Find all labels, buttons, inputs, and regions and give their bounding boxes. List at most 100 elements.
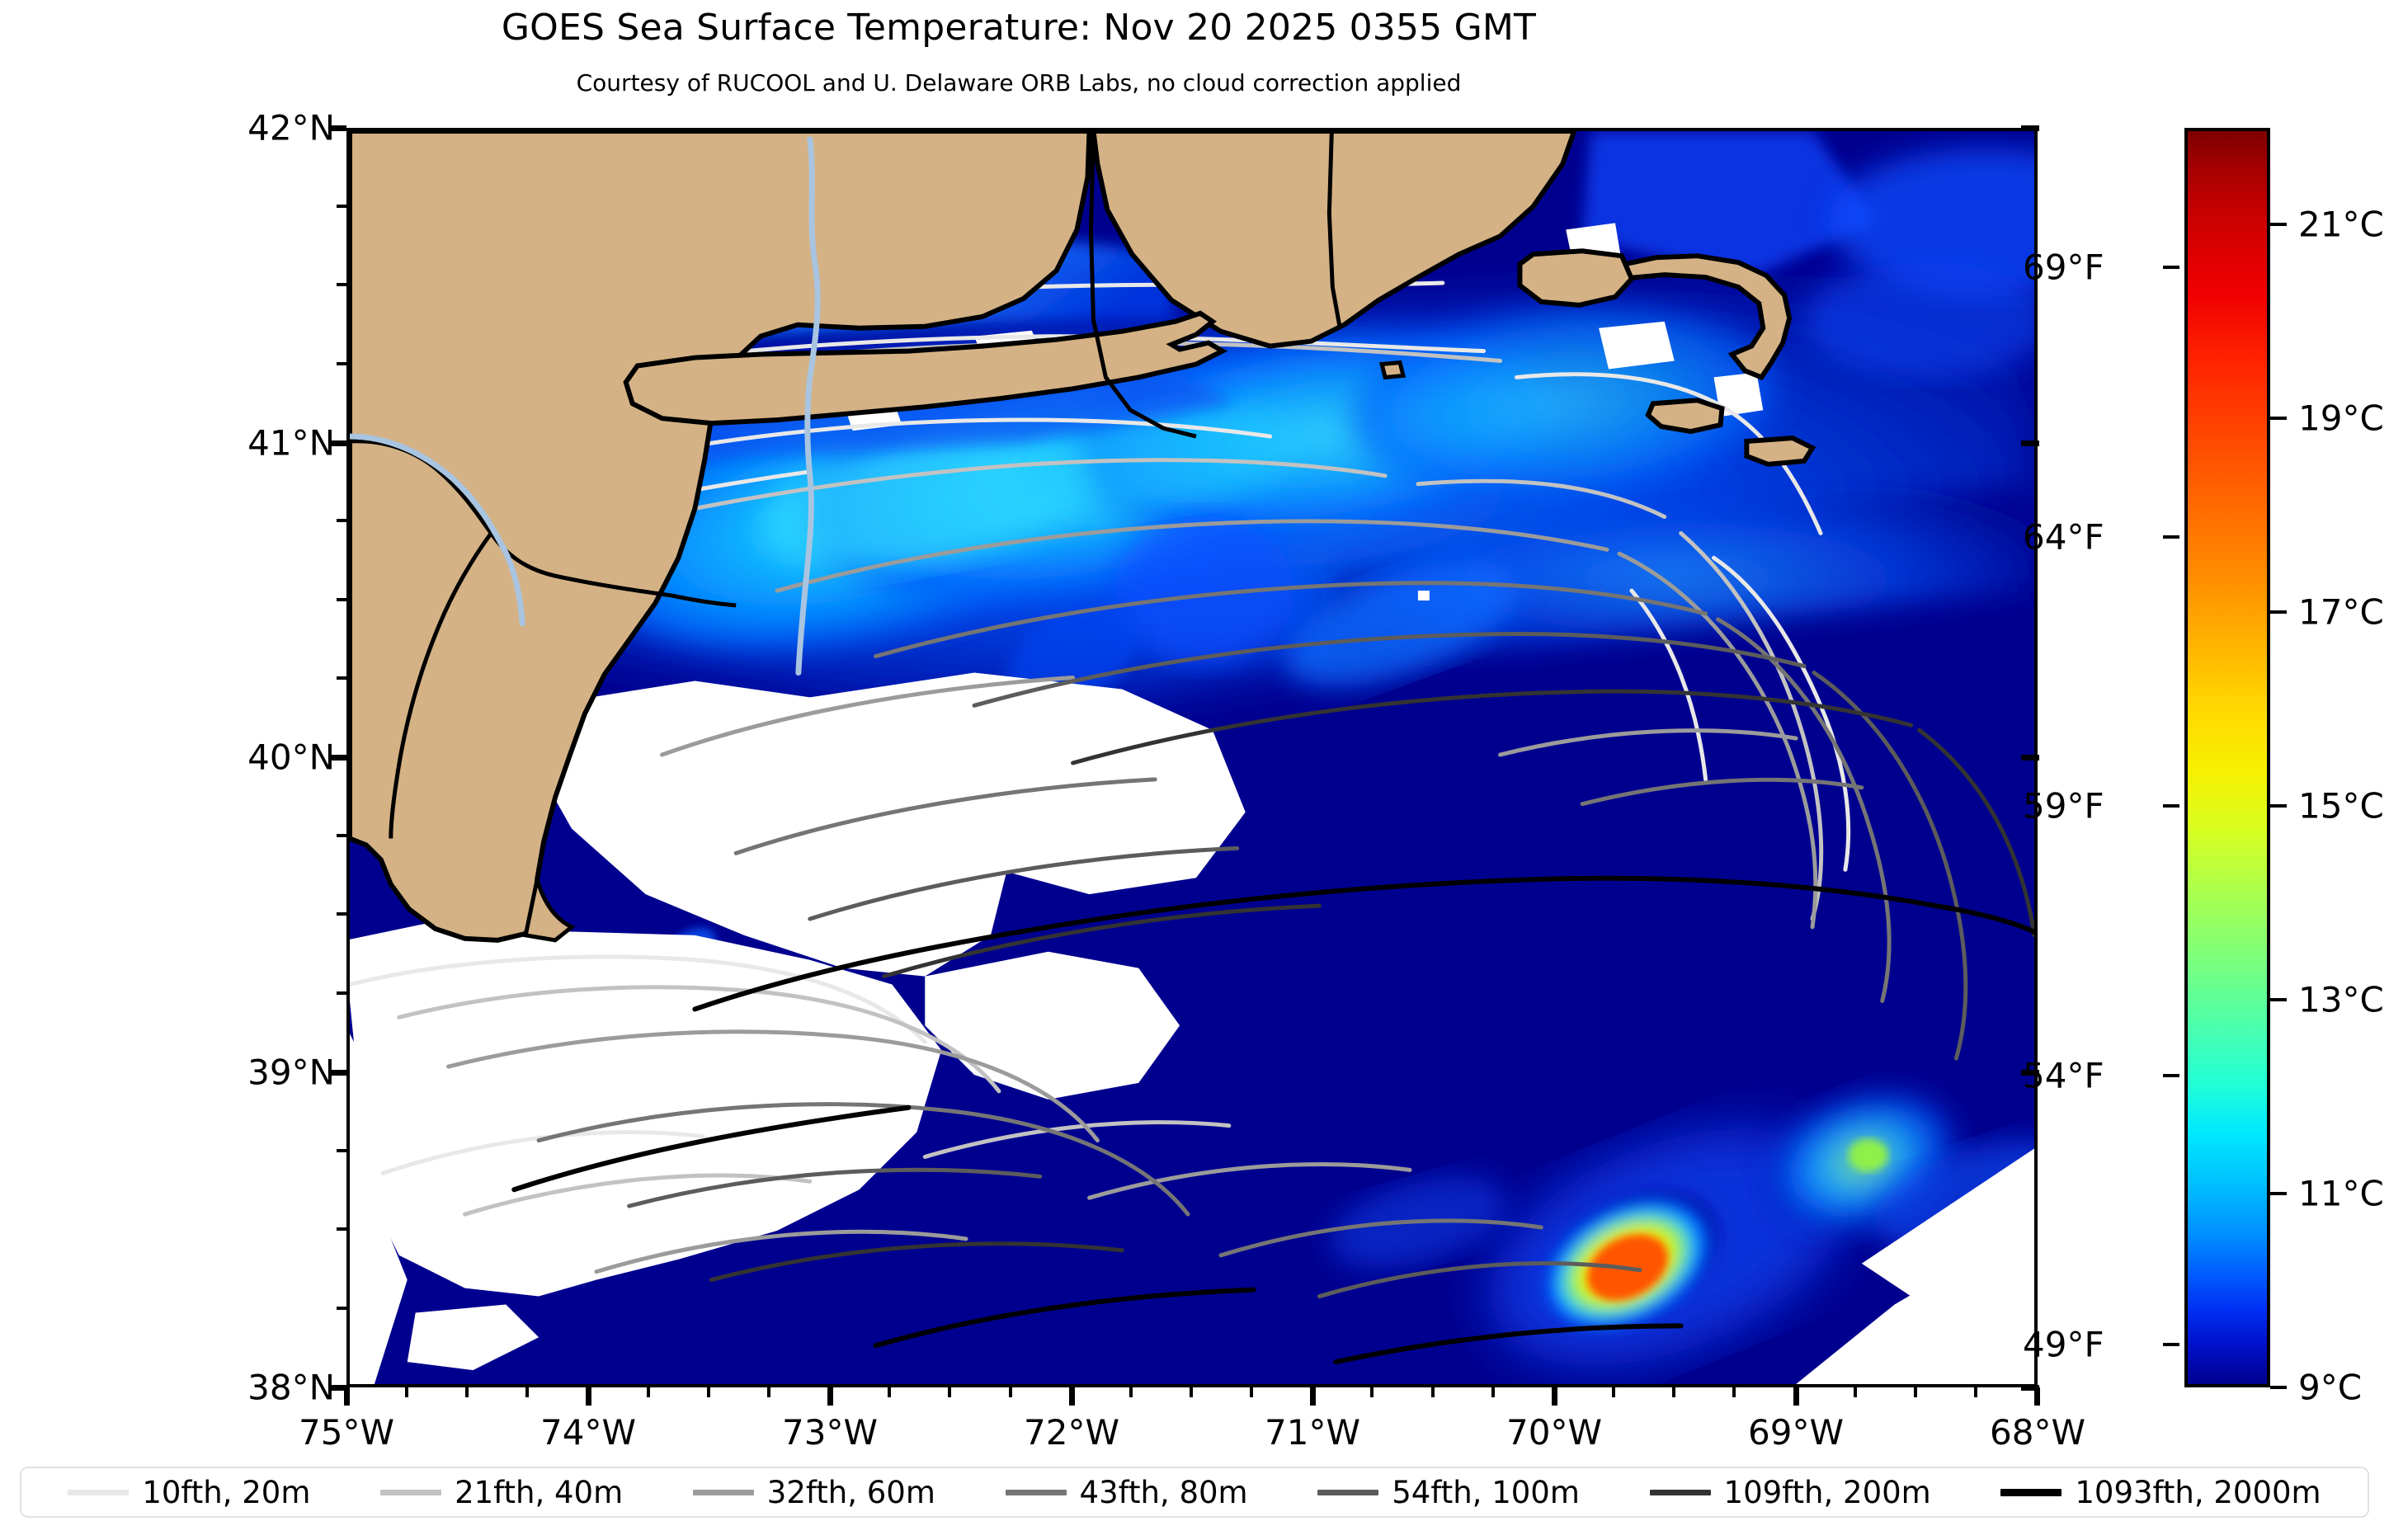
legend-label-200m: 109fth, 200m	[1723, 1474, 1931, 1510]
ytick-minor	[337, 834, 346, 837]
ytick-minor	[337, 205, 346, 208]
cb-label-f: 49°F	[2023, 1324, 2104, 1365]
legend-item-40m[interactable]: 21fth, 40m	[380, 1475, 623, 1510]
ytick-minor	[337, 1227, 346, 1231]
cb-label-f: 64°F	[2023, 516, 2104, 558]
cloud-lobe-a	[925, 951, 1180, 1100]
xtick-71	[1310, 1387, 1316, 1406]
ytick-right	[2021, 440, 2039, 446]
xtick-minor	[1431, 1387, 1435, 1397]
cape-cod	[1615, 253, 1793, 381]
xtick-minor	[1672, 1387, 1675, 1397]
ytick-right	[2021, 755, 2039, 761]
cb-label-f: 59°F	[2023, 785, 2104, 827]
legend-item-100m[interactable]: 54fth, 100m	[1317, 1475, 1580, 1510]
block-island	[1378, 360, 1407, 380]
legend-swatch-2000m	[2000, 1488, 2062, 1496]
ytick-minor	[337, 1149, 346, 1152]
ytick-label: 41°N	[247, 422, 335, 464]
xtick-label: 75°W	[299, 1412, 394, 1453]
legend-item-200m[interactable]: 109fth, 200m	[1649, 1474, 1931, 1510]
xtick-minor	[1974, 1387, 1977, 1397]
ytick-label: 38°N	[247, 1367, 335, 1408]
legend-label-20m: 10fth, 20m	[142, 1474, 311, 1510]
xtick-label: 69°W	[1748, 1412, 1844, 1453]
sst-map-canvas	[350, 131, 2034, 1384]
cbtick-15c	[2270, 804, 2287, 808]
legend-swatch-200m	[1649, 1489, 1711, 1495]
cb-label-c: 21°C	[2298, 204, 2384, 245]
ytick-minor	[337, 1307, 346, 1310]
ytick-39	[328, 1070, 346, 1076]
legend-label-40m: 21fth, 40m	[455, 1474, 624, 1510]
cape-cod-bay-water	[1582, 131, 1878, 280]
page-title: GOES Sea Surface Temperature: Nov 20 202…	[501, 7, 1537, 49]
contour-60m	[446, 519, 1818, 1274]
legend-item-20m[interactable]: 10fth, 20m	[68, 1475, 310, 1510]
cbtick-11c	[2270, 1192, 2287, 1195]
ytick-label: 39°N	[247, 1052, 335, 1093]
ytick-minor	[337, 519, 346, 522]
legend-item-60m[interactable]: 32fth, 60m	[692, 1474, 935, 1510]
ytick-minor	[337, 991, 346, 995]
cb-label-c: 19°C	[2298, 398, 2384, 439]
cb-label-f: 69°F	[2023, 247, 2104, 288]
legend-swatch-80m	[1005, 1489, 1067, 1495]
land-mass	[350, 131, 1816, 943]
xtick-70	[1552, 1387, 1557, 1406]
legend-swatch-60m	[692, 1489, 754, 1495]
cbtick-13c	[2270, 998, 2287, 1001]
ytick-42	[328, 125, 346, 131]
cloud-sw	[350, 939, 408, 1384]
pixel-speck-2	[1417, 591, 1430, 601]
colorbar[interactable]	[2184, 128, 2270, 1387]
cloud-se-wedge2	[1861, 1148, 2034, 1297]
xtick-label: 72°W	[1024, 1412, 1119, 1453]
ytick-minor	[337, 598, 346, 601]
contour-100m	[627, 632, 1968, 1299]
legend-swatch-100m	[1317, 1489, 1379, 1495]
ytick-38	[328, 1385, 346, 1391]
xtick-label: 73°W	[782, 1412, 878, 1453]
legend-label-60m: 32fth, 60m	[766, 1474, 935, 1510]
xtick-minor	[405, 1387, 408, 1397]
cb-label-c: 15°C	[2298, 785, 2384, 827]
ytick-minor	[337, 362, 346, 365]
ytick-right	[2021, 125, 2039, 131]
cb-label-c: 17°C	[2298, 591, 2384, 633]
xtick-minor	[888, 1387, 891, 1397]
xtick-minor	[948, 1387, 951, 1397]
ytick-40	[328, 755, 346, 761]
xtick-73	[827, 1387, 833, 1406]
cbtick-17c	[2270, 610, 2287, 614]
ytick-41	[328, 440, 346, 446]
filament-a	[1284, 561, 1519, 686]
filament-b	[1114, 516, 1295, 665]
sst-map-plot[interactable]	[346, 128, 2038, 1387]
cloud-small-8	[1713, 372, 1764, 417]
cbtick-49f	[2163, 1343, 2179, 1346]
delmarva-tip	[523, 878, 576, 943]
bathymetry-legend[interactable]: 10fth, 20m 21fth, 40m 32fth, 60m 43fth, …	[20, 1467, 2369, 1518]
cbtick-64f	[2163, 535, 2179, 539]
xtick-74	[586, 1387, 591, 1406]
cloud-upper-right	[809, 672, 1246, 895]
ytick-minor	[337, 676, 346, 680]
legend-item-80m[interactable]: 43fth, 80m	[1005, 1475, 1248, 1510]
xtick-minor	[1491, 1387, 1495, 1397]
xtick-label: 70°W	[1506, 1412, 1602, 1453]
cloud-se-wedge	[1796, 1222, 2034, 1384]
cbtick-19c	[2270, 417, 2287, 420]
xtick-68	[2034, 1387, 2040, 1406]
xtick-minor	[767, 1387, 770, 1397]
legend-item-2000m[interactable]: 1093fth, 2000m	[2000, 1475, 2321, 1510]
xtick-minor	[1370, 1387, 1374, 1397]
cb-label-c: 9°C	[2298, 1367, 2363, 1408]
cloud-main	[350, 918, 942, 1297]
cbtick-69f	[2163, 266, 2179, 269]
xtick-minor	[1854, 1387, 1857, 1397]
nantucket	[1744, 436, 1816, 467]
ytick-minor	[337, 283, 346, 286]
xtick-minor	[465, 1387, 469, 1397]
xtick-minor	[1190, 1387, 1193, 1397]
